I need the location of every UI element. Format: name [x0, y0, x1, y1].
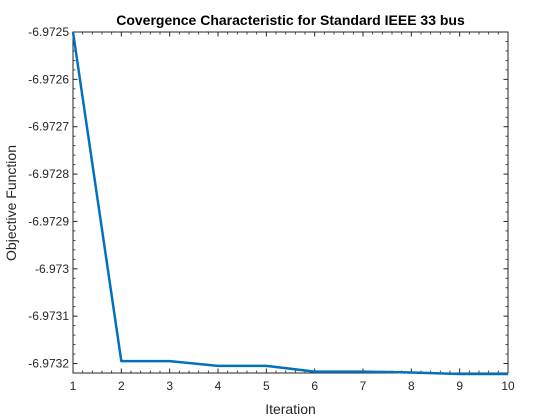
y-tick-label: -6.9728: [28, 167, 69, 181]
x-tick-label: 7: [360, 379, 367, 393]
x-tick-label: 3: [166, 379, 173, 393]
x-tick-label: 1: [70, 379, 77, 393]
y-tick-label: -6.9729: [28, 214, 69, 228]
x-tick-label: 10: [501, 379, 515, 393]
plot-area-box: [72, 31, 509, 374]
y-tick-label: -6.9731: [28, 309, 69, 323]
x-axis-label: Iteration: [265, 401, 316, 417]
y-tick-label: -6.9726: [28, 72, 69, 86]
y-tick-label: -6.9732: [28, 357, 69, 371]
x-tick-label: 2: [118, 379, 125, 393]
y-tick-label: -6.9725: [28, 25, 69, 39]
y-tick-label: -6.973: [35, 262, 69, 276]
x-tick-label: 5: [263, 379, 270, 393]
x-tick-label: 8: [408, 379, 415, 393]
y-axis-tick-labels: -6.9725 -6.9726 -6.9727 -6.9728 -6.9729 -6.97…: [28, 25, 69, 371]
y-axis-label: Objective Function: [3, 145, 19, 261]
x-tick-label: 4: [215, 379, 222, 393]
x-tick-label: 6: [311, 379, 318, 393]
x-axis-ticks: [72, 32, 509, 373]
series-line: [71, 31, 508, 376]
y-tick-label: -6.9727: [28, 120, 69, 134]
y-axis-ticks: [73, 31, 508, 365]
x-axis-tick-labels: 1 2 3 4 5 6 7 8 9 10: [70, 379, 515, 393]
chart-title: Covergence Characteristic for Standard I…: [116, 12, 465, 28]
x-tick-label: 9: [456, 379, 463, 393]
